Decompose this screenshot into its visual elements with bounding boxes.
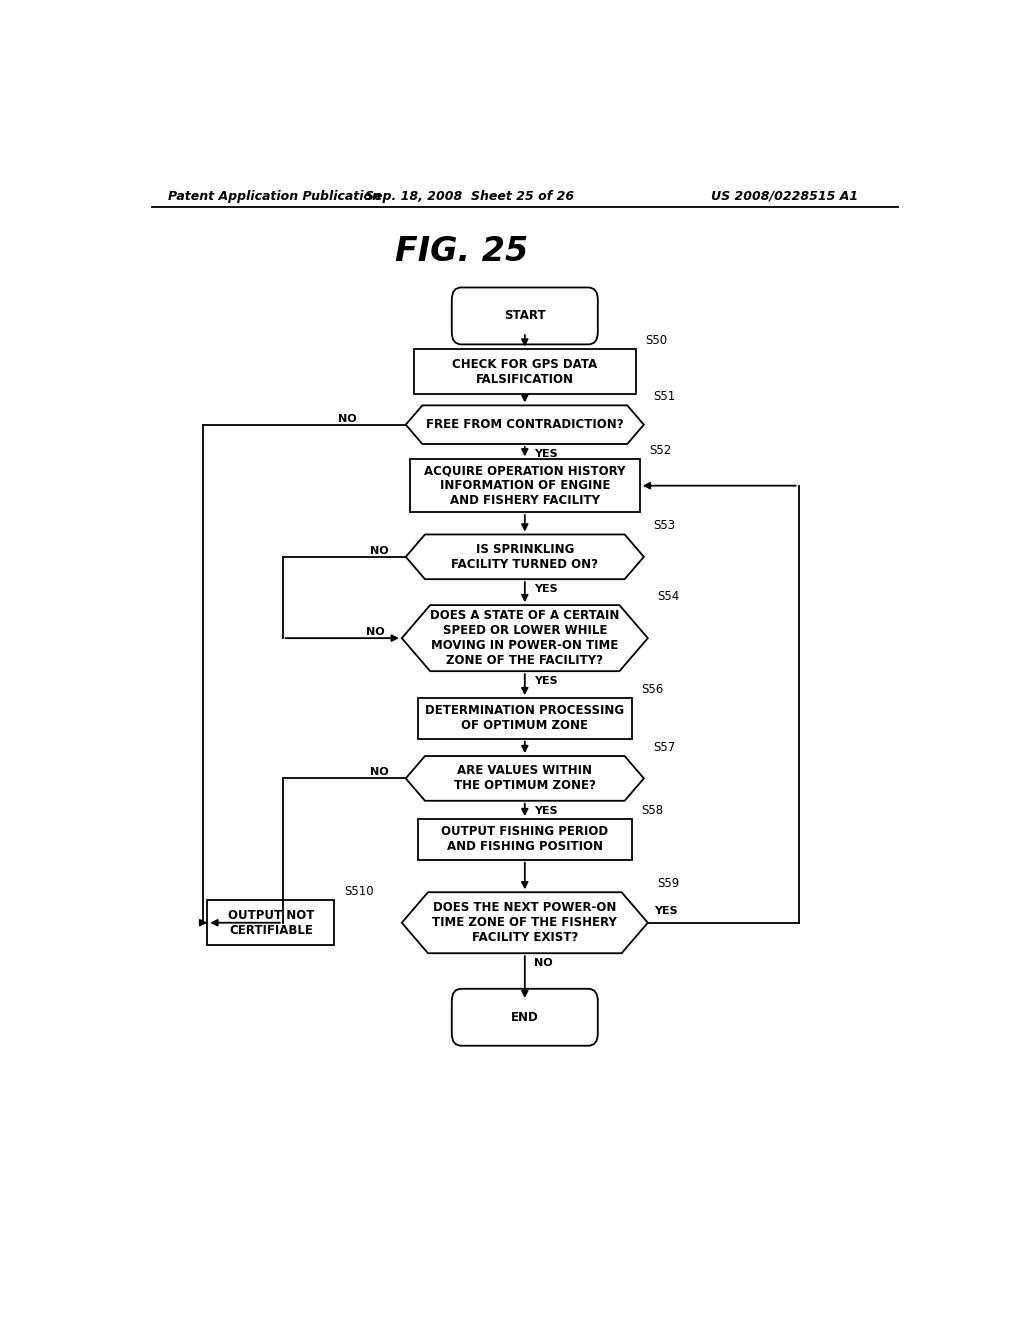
Bar: [418, 698, 632, 739]
Text: S54: S54: [657, 590, 680, 603]
Text: OUTPUT NOT
CERTIFIABLE: OUTPUT NOT CERTIFIABLE: [227, 908, 314, 937]
Text: S53: S53: [653, 520, 676, 532]
Text: CHECK FOR GPS DATA
FALSIFICATION: CHECK FOR GPS DATA FALSIFICATION: [453, 358, 597, 385]
Text: S56: S56: [641, 682, 664, 696]
Text: S510: S510: [344, 886, 374, 899]
Text: NO: NO: [370, 545, 389, 556]
Text: YES: YES: [535, 449, 558, 459]
Text: Patent Application Publication: Patent Application Publication: [168, 190, 381, 202]
Polygon shape: [401, 605, 648, 671]
FancyBboxPatch shape: [452, 989, 598, 1045]
Text: START: START: [504, 309, 546, 322]
Text: S51: S51: [653, 391, 676, 404]
Polygon shape: [406, 756, 644, 801]
Text: S59: S59: [657, 878, 680, 890]
Polygon shape: [406, 535, 644, 579]
Polygon shape: [401, 892, 648, 953]
Bar: [410, 459, 640, 512]
Text: YES: YES: [535, 676, 558, 686]
Text: NO: NO: [338, 413, 357, 424]
Text: S50: S50: [645, 334, 668, 347]
Text: Sep. 18, 2008  Sheet 25 of 26: Sep. 18, 2008 Sheet 25 of 26: [365, 190, 573, 202]
Polygon shape: [406, 405, 644, 444]
Text: YES: YES: [535, 585, 558, 594]
Text: YES: YES: [654, 906, 678, 916]
Bar: [207, 900, 334, 945]
Bar: [418, 818, 632, 859]
Text: US 2008/0228515 A1: US 2008/0228515 A1: [711, 190, 858, 202]
Text: NO: NO: [535, 958, 553, 969]
Text: S58: S58: [641, 804, 664, 817]
Text: DETERMINATION PROCESSING
OF OPTIMUM ZONE: DETERMINATION PROCESSING OF OPTIMUM ZONE: [425, 705, 625, 733]
Text: S52: S52: [649, 445, 672, 457]
Text: FIG. 25: FIG. 25: [394, 235, 528, 268]
Bar: [414, 350, 636, 395]
Text: DOES A STATE OF A CERTAIN
SPEED OR LOWER WHILE
MOVING IN POWER-ON TIME
ZONE OF T: DOES A STATE OF A CERTAIN SPEED OR LOWER…: [430, 609, 620, 667]
Text: NO: NO: [367, 627, 385, 638]
Text: NO: NO: [370, 767, 389, 777]
Text: FREE FROM CONTRADICTION?: FREE FROM CONTRADICTION?: [426, 418, 624, 432]
Text: YES: YES: [535, 807, 558, 816]
Text: S57: S57: [653, 741, 676, 754]
Text: ACQUIRE OPERATION HISTORY
INFORMATION OF ENGINE
AND FISHERY FACILITY: ACQUIRE OPERATION HISTORY INFORMATION OF…: [424, 465, 626, 507]
Text: DOES THE NEXT POWER-ON
TIME ZONE OF THE FISHERY
FACILITY EXIST?: DOES THE NEXT POWER-ON TIME ZONE OF THE …: [432, 902, 617, 944]
Text: ARE VALUES WITHIN
THE OPTIMUM ZONE?: ARE VALUES WITHIN THE OPTIMUM ZONE?: [454, 764, 596, 792]
Text: OUTPUT FISHING PERIOD
AND FISHING POSITION: OUTPUT FISHING PERIOD AND FISHING POSITI…: [441, 825, 608, 854]
Text: IS SPRINKLING
FACILITY TURNED ON?: IS SPRINKLING FACILITY TURNED ON?: [452, 543, 598, 570]
Text: END: END: [511, 1011, 539, 1024]
FancyBboxPatch shape: [452, 288, 598, 345]
